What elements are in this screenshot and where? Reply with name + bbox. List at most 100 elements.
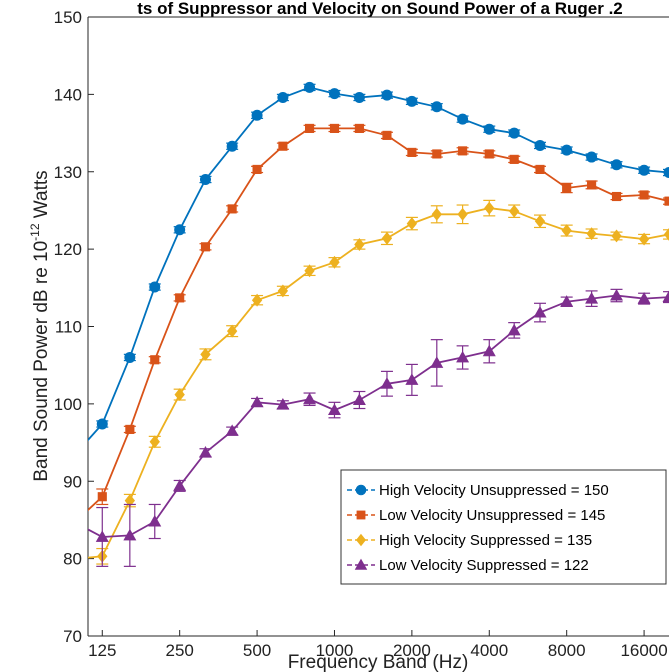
data-point: [533, 305, 547, 318]
x-tick-label: 500: [243, 641, 271, 660]
y-axis-label-main: Band Sound Power dB re 10: [31, 241, 52, 482]
data-point: [174, 388, 185, 402]
data-point: [458, 146, 468, 156]
data-point: [431, 207, 442, 221]
data-point: [304, 123, 315, 133]
y-tick-label: 100: [54, 395, 82, 414]
data-point: [662, 290, 669, 303]
y-tick-label: 110: [55, 318, 82, 337]
x-axis-label: Frequency Band (Hz): [288, 652, 469, 672]
data-point: [382, 130, 392, 140]
data-point: [457, 207, 468, 221]
data-point: [250, 395, 264, 408]
legend-marker: [354, 558, 368, 570]
data-point: [509, 204, 520, 218]
data-point: [664, 196, 669, 206]
series-2: [88, 123, 669, 512]
data-point: [431, 101, 443, 113]
legend-label: Low Velocity Suppressed = 122: [379, 557, 589, 574]
data-point: [405, 373, 419, 385]
legend-marker: [356, 533, 366, 547]
y-tick-label: 130: [54, 163, 82, 182]
data-point: [560, 295, 574, 307]
data-point: [663, 227, 669, 241]
data-point: [381, 231, 393, 245]
y-tick-label: 140: [54, 85, 82, 104]
legend-marker: [355, 484, 367, 496]
data-point: [277, 284, 289, 298]
data-point: [610, 288, 624, 301]
data-point: [611, 229, 622, 243]
y-tick-label: 70: [63, 627, 82, 646]
series-1: [72, 81, 669, 457]
chart-title: ts of Suppressor and Velocity on Sound P…: [137, 0, 623, 18]
data-point: [226, 324, 238, 338]
data-point: [611, 191, 622, 202]
data-point: [508, 127, 520, 139]
data-point: [561, 144, 573, 156]
y-tick-label: 150: [54, 8, 82, 27]
series-3: [88, 199, 669, 565]
legend: High Velocity Unsuppressed = 150 Low Velo…: [340, 469, 667, 585]
data-point: [482, 344, 496, 357]
data-point: [611, 159, 623, 171]
data-point: [71, 518, 83, 529]
y-tick-label: 90: [63, 472, 82, 491]
data-point: [198, 446, 212, 458]
data-point: [637, 292, 651, 304]
data-point: [354, 238, 365, 251]
data-point: [638, 164, 650, 176]
data-point: [123, 528, 137, 541]
data-point: [304, 264, 315, 278]
data-point: [96, 418, 108, 430]
y-tick-label: 120: [54, 240, 82, 259]
legend-entry-1: High Velocity Unsuppressed = 150: [347, 482, 609, 499]
data-point: [199, 173, 211, 185]
data-point: [407, 147, 417, 157]
data-point: [277, 91, 289, 103]
data-point: [380, 377, 394, 389]
data-point: [586, 151, 598, 163]
data-point: [149, 281, 161, 293]
data-point: [353, 91, 365, 103]
x-tick-label: 2000: [393, 641, 431, 660]
data-point: [430, 356, 444, 368]
data-point: [251, 293, 263, 307]
legend-label: High Velocity Unsuppressed = 150: [379, 482, 609, 499]
x-tick-label: 16000: [620, 641, 667, 660]
data-point: [72, 447, 82, 457]
series-layer: [71, 81, 669, 567]
x-tick-label: 250: [165, 641, 193, 660]
data-point: [125, 424, 135, 434]
legend-entry-3: High Velocity Suppressed = 135: [347, 532, 592, 549]
data-point: [200, 347, 211, 361]
legend-marker: [356, 510, 366, 520]
data-point: [507, 323, 521, 336]
legend-box: [340, 469, 667, 585]
y-tick-label: 80: [63, 550, 82, 569]
data-point: [304, 81, 316, 93]
data-point: [175, 293, 185, 303]
data-point: [586, 227, 597, 241]
data-point: [173, 479, 187, 491]
data-point: [535, 164, 545, 174]
data-point: [534, 139, 546, 151]
data-point: [381, 89, 393, 101]
data-point: [587, 180, 597, 190]
data-point: [327, 403, 341, 416]
data-point: [457, 113, 469, 125]
series-4: [71, 288, 669, 567]
data-point: [562, 183, 572, 193]
x-tick-label: 8000: [548, 641, 586, 660]
data-point: [97, 492, 107, 502]
data-point: [354, 123, 364, 133]
legend-entry-4: Low Velocity Suppressed = 122: [347, 557, 589, 574]
data-point: [406, 95, 418, 107]
data-point: [509, 154, 519, 164]
data-point: [352, 393, 366, 405]
data-point: [561, 224, 572, 238]
data-point: [484, 201, 495, 215]
data-point: [638, 232, 650, 246]
legend-label: High Velocity Suppressed = 135: [379, 532, 592, 549]
data-point: [484, 149, 494, 159]
